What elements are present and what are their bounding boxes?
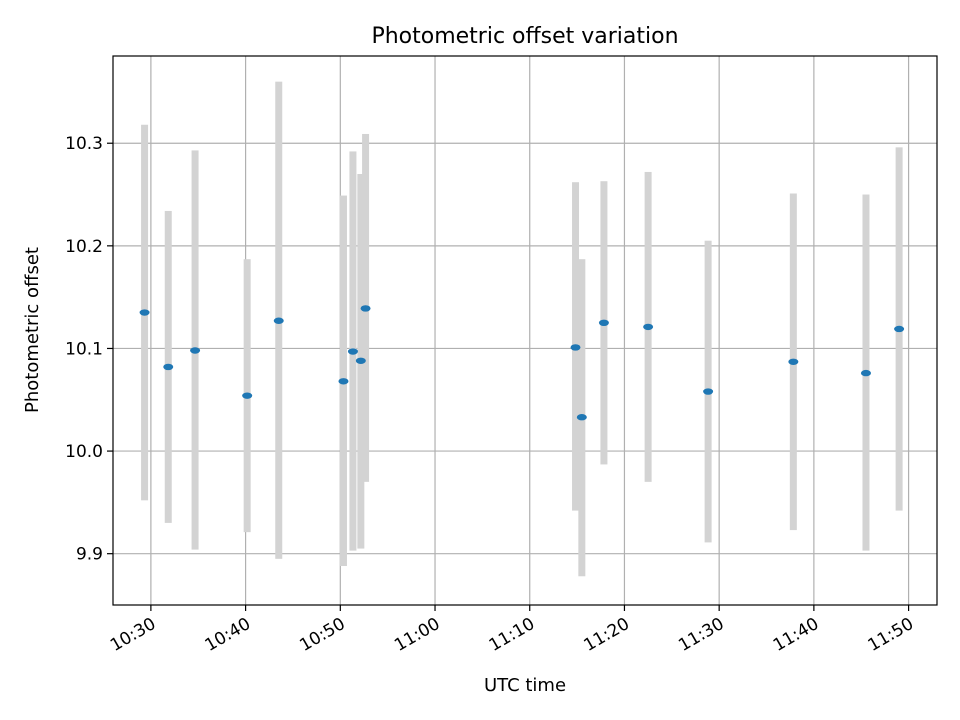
data-point (570, 344, 581, 351)
data-point (338, 378, 349, 385)
data-point (860, 369, 871, 377)
chart-title: Photometric offset variation (371, 24, 678, 49)
x-axis-label: UTC time (484, 675, 566, 696)
data-point (788, 358, 799, 365)
data-point (643, 323, 654, 331)
y-tick-label: 9.9 (76, 545, 103, 565)
data-point (273, 317, 284, 324)
data-point (355, 357, 366, 364)
data-point (139, 309, 150, 316)
plot-area-frame (112, 55, 938, 606)
data-point (576, 414, 587, 421)
data-points (139, 305, 905, 421)
y-tick-label: 10.1 (65, 339, 103, 359)
y-tick-label: 10.0 (65, 442, 103, 462)
data-point (163, 363, 174, 371)
y-axis-ticks: 9.9 10.0 10.1 10.2 10.3 (65, 134, 113, 565)
data-point (360, 305, 371, 312)
y-axis-label: Photometric offset (22, 247, 43, 413)
data-point (347, 348, 358, 355)
data-point (190, 347, 201, 354)
y-tick-label: 10.3 (65, 134, 103, 154)
data-point (242, 392, 253, 399)
data-point (703, 388, 714, 395)
y-tick-label: 10.2 (65, 237, 103, 257)
data-point (598, 319, 609, 327)
data-point (894, 325, 905, 333)
